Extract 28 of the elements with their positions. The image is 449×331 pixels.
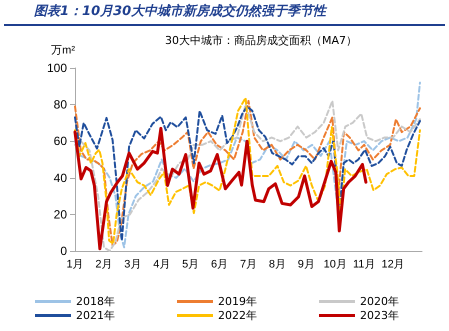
x-tick-label: 6月	[211, 258, 228, 270]
x-tick-label: 8月	[268, 258, 286, 270]
y-tick-label: 20	[54, 207, 68, 222]
legend-label: 2019年	[218, 295, 257, 308]
y-tick-label: 100	[46, 61, 68, 75]
y-tick-label: 80	[54, 98, 68, 112]
x-tick-label: 7月	[240, 258, 258, 270]
chart-subtitle: 30大中城市：商品房成交面积（MA7）	[165, 34, 358, 47]
y-tick-label: 0	[60, 244, 68, 258]
x-tick-label: 3月	[124, 258, 142, 270]
x-tick-label: 11月	[352, 258, 376, 270]
x-tick-label: 10月	[324, 258, 347, 270]
legend-label: 2022年	[218, 309, 257, 322]
legend-label: 2018年	[76, 295, 115, 308]
legend-label: 2020年	[360, 295, 399, 308]
y-tick-label: 40	[54, 170, 68, 185]
x-tick-label: 2月	[95, 258, 112, 270]
line-series	[74, 126, 368, 250]
x-tick-label: 4月	[153, 258, 170, 270]
x-tick-label: 12月	[381, 258, 405, 270]
legend-label: 2021年	[76, 309, 115, 322]
y-axis-title: 万m²	[51, 44, 76, 56]
legend-label: 2023年	[360, 309, 399, 322]
x-tick-label: 5月	[182, 258, 200, 270]
y-tick-label: 60	[54, 134, 68, 148]
chart-title: 图表1：10月30大中城市新房成交仍然强于季节性	[4, 0, 445, 26]
x-tick-label: 9月	[298, 258, 315, 270]
x-tick-label: 1月	[66, 258, 84, 270]
